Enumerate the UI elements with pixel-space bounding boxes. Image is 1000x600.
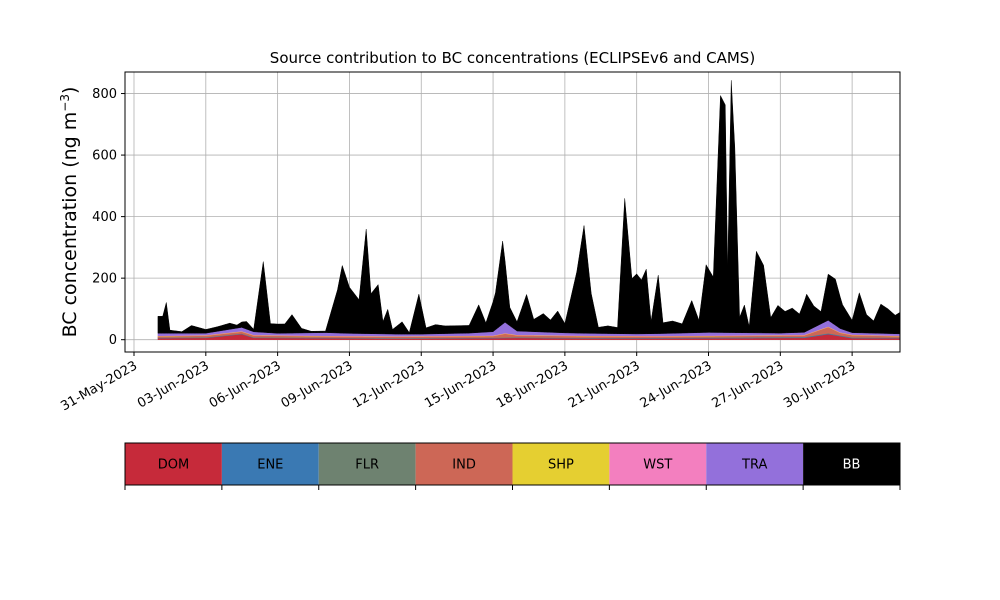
y-ticks: 0 200 400 600 800 <box>92 87 125 348</box>
x-tick-label: 21-Jun-2023 <box>566 358 643 411</box>
chart-title: Source contribution to BC concentrations… <box>270 49 755 67</box>
y-tick-label: 800 <box>92 87 117 102</box>
x-tick-label: 31-May-2023 <box>58 358 140 414</box>
legend-swatch-bb <box>803 443 900 485</box>
legend-label-shp: SHP <box>548 458 574 473</box>
legend-label-tra: TRA <box>741 458 767 473</box>
legend-swatch-ind <box>415 443 513 485</box>
x-tick-label: 09-Jun-2023 <box>279 358 356 411</box>
legend-swatch-shp <box>512 443 610 485</box>
x-tick-label: 27-Jun-2023 <box>709 358 786 411</box>
x-tick-label: 24-Jun-2023 <box>638 358 715 411</box>
plot-frame <box>124 71 901 353</box>
y-tick-label: 400 <box>92 210 117 225</box>
legend-label-wst: WST <box>643 458 672 473</box>
x-tick-label: 06-Jun-2023 <box>207 358 284 411</box>
y-axis-label: BC concentration (ng m−3) <box>58 87 81 338</box>
y-tick-label: 0 <box>109 333 117 348</box>
legend-swatch-wst <box>609 443 707 485</box>
x-tick-label: 18-Jun-2023 <box>494 358 571 411</box>
legend-swatch-tra <box>706 443 804 485</box>
x-tick-label: 03-Jun-2023 <box>135 358 212 411</box>
legend-colorbar: DOM ENE FLR IND SHP WST TRA BB <box>124 442 901 490</box>
x-tick-label: 30-Jun-2023 <box>781 358 858 411</box>
y-axis-label-main: BC concentration (ng m <box>59 112 81 338</box>
y-axis-label-tail: ) <box>59 87 81 94</box>
y-tick-label: 600 <box>92 149 117 164</box>
stacked-areas <box>157 80 901 341</box>
legend-swatch-dom <box>125 443 222 485</box>
x-tick-label: 12-Jun-2023 <box>350 358 427 411</box>
legend-label-dom: DOM <box>158 458 189 473</box>
x-tick-label: 15-Jun-2023 <box>422 358 499 411</box>
y-tick-label: 200 <box>92 272 117 287</box>
legend-swatch-ene <box>221 443 319 485</box>
legend-label-ene: ENE <box>257 458 283 473</box>
area-bb <box>157 80 901 335</box>
legend-label-ind: IND <box>452 458 476 473</box>
legend-swatch-flr <box>318 443 416 485</box>
legend-label-flr: FLR <box>355 458 379 473</box>
y-axis-label-sup: −3 <box>58 94 72 112</box>
x-ticks: 31-May-202303-Jun-202306-Jun-202309-Jun-… <box>58 352 858 414</box>
legend-label-bb: BB <box>843 458 861 473</box>
